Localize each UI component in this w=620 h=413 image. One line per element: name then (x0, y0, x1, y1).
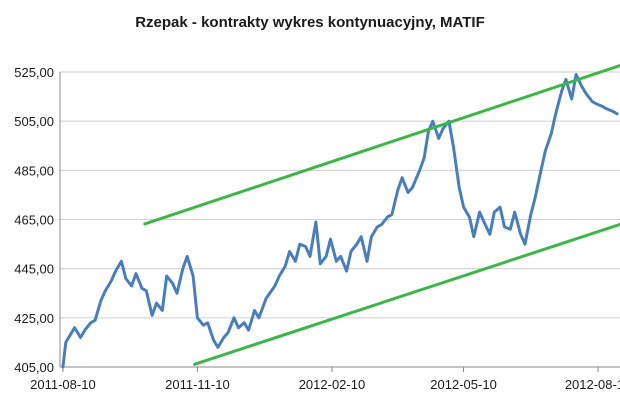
y-axis-labels: 405,00 425,00 445,00 465,00 485,00 505,00 525,… (14, 65, 54, 375)
upper-channel-line (143, 64, 620, 226)
x-axis-labels: 2011-08-10 2011-11-10 2012-02-10 2012-05-10… (30, 377, 620, 392)
axis-lines (59, 72, 620, 372)
series-lines (61, 64, 620, 369)
y-tick-label-6: 525,00 (14, 65, 54, 80)
x-tick-label-4: 2012-08-10 (565, 377, 620, 392)
chart-title: Rzepak - kontrakty wykres kontynuacyjny,… (135, 14, 485, 31)
y-tick-label-4: 485,00 (14, 163, 54, 178)
y-tick-label-3: 465,00 (14, 213, 54, 228)
y-tick-label-1: 425,00 (14, 311, 54, 326)
y-tick-label-0: 405,00 (14, 360, 54, 375)
y-tick-label-5: 505,00 (14, 114, 54, 129)
x-tick-label-0: 2011-08-10 (30, 377, 96, 392)
price-series-line (61, 73, 619, 369)
x-tick-label-3: 2012-05-10 (430, 377, 497, 392)
lower-channel-line (193, 222, 620, 366)
x-tick-label-2: 2012-02-10 (299, 377, 366, 392)
x-tick-label-1: 2011-11-10 (165, 377, 230, 392)
y-tick-label-2: 445,00 (14, 262, 54, 277)
